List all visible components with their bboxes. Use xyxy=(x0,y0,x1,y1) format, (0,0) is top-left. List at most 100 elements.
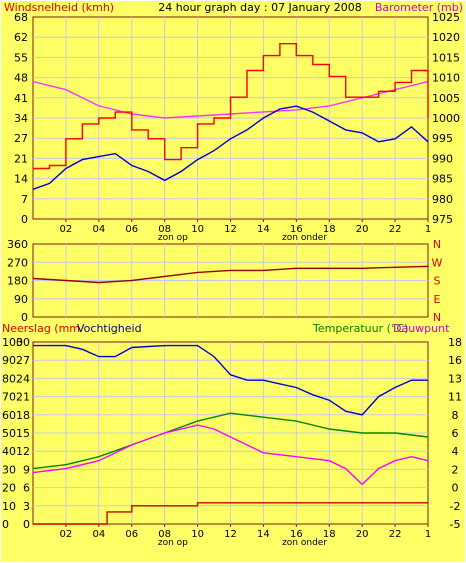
barometer-tick-label: 980 xyxy=(432,193,453,206)
wind-tick-label: 55 xyxy=(14,51,28,64)
sunset-label: zon onder xyxy=(282,538,327,548)
direction-tick-label: 180 xyxy=(7,275,28,288)
x-tick-label: 04 xyxy=(92,529,105,540)
temperature-tick-label: 8 xyxy=(452,409,459,422)
x-tick-label: 02 xyxy=(60,529,73,540)
compass-tick-label: W xyxy=(432,256,443,269)
barometer-tick-label: 1010 xyxy=(432,72,460,85)
humidity-tick-label: 10 xyxy=(2,500,16,513)
x-tick-label: 14 xyxy=(257,224,270,235)
humidity-axis-title: Vochtigheid xyxy=(77,322,142,335)
x-tick-label: 08 xyxy=(158,224,171,235)
temperature-tick-label: 18 xyxy=(448,336,462,349)
rain-tick-label: 30 xyxy=(16,336,30,349)
rain-tick-label: 0 xyxy=(23,518,30,531)
x-tick-label: 14 xyxy=(257,529,270,540)
wind-direction-line xyxy=(32,265,429,284)
wind-average-line xyxy=(32,105,429,190)
rain-axis-title: Neerslag (mm xyxy=(2,322,80,335)
rain-tick-label: 6 xyxy=(23,482,30,495)
x-tick-label: 20 xyxy=(356,224,369,235)
x-tick-label: 16 xyxy=(290,224,303,235)
temperature-tick-label: 16 xyxy=(448,354,462,367)
wind-tick-label: 62 xyxy=(14,31,28,44)
temperature-line xyxy=(32,412,429,470)
humidity-tick-label: 0 xyxy=(2,518,9,531)
x-tick-label: 06 xyxy=(125,224,138,235)
direction-tick-label: 360 xyxy=(7,238,28,251)
sunrise-label: zon op xyxy=(158,233,188,243)
x-tick-label: 12 xyxy=(224,224,237,235)
temperature-tick-label: 0 xyxy=(452,482,459,495)
x-tick-label: 10 xyxy=(191,224,204,235)
wind-gust-line xyxy=(33,43,429,170)
wind-tick-label: 34 xyxy=(14,112,28,125)
wind-tick-label: 41 xyxy=(14,92,28,105)
temperature-tick-label: 2 xyxy=(452,463,459,476)
sunset-label: zon onder xyxy=(282,233,327,243)
x-tick-label: 02 xyxy=(60,224,73,235)
direction-tick-label: 0 xyxy=(21,311,28,324)
humidity-tick-label: 30 xyxy=(2,463,16,476)
rain-tick-label: 24 xyxy=(16,372,30,385)
humidity-tick-label: 70 xyxy=(2,391,16,404)
wind-tick-label: 48 xyxy=(14,72,28,85)
rain-line xyxy=(33,502,428,525)
compass-tick-label: N xyxy=(433,311,441,324)
x-tick-label: 04 xyxy=(92,224,105,235)
barometer-tick-label: 1005 xyxy=(432,92,460,105)
wind-tick-label: 14 xyxy=(14,173,28,186)
x-tick-label: 08 xyxy=(158,529,171,540)
barometer-tick-label: 1020 xyxy=(432,31,460,44)
wind-tick-label: 7 xyxy=(21,193,28,206)
humidity-tick-label: 60 xyxy=(2,409,16,422)
compass-tick-label: E xyxy=(434,293,441,306)
chart-title: 24 hour graph day : 07 January 2008 xyxy=(158,1,362,14)
temperature-tick-label: -2 xyxy=(450,500,461,513)
direction-tick-label: 90 xyxy=(14,293,28,306)
sunrise-label: zon op xyxy=(158,538,188,548)
temperature-tick-label: -5 xyxy=(450,518,461,531)
barometer-tick-label: 1015 xyxy=(432,51,460,64)
humidity-tick-label: 80 xyxy=(2,372,16,385)
temperature-tick-label: 6 xyxy=(452,427,459,440)
temperature-tick-label: 4 xyxy=(452,445,459,458)
humidity-line xyxy=(33,344,428,416)
temperature-tick-label: 11 xyxy=(448,391,462,404)
x-tick-label: 16 xyxy=(290,529,303,540)
humidity-tick-label: 100 xyxy=(2,336,23,349)
barometer-tick-label: 990 xyxy=(432,152,453,165)
dewpoint-line xyxy=(32,424,429,486)
barometer-axis-title: Barometer (mb) xyxy=(375,1,463,14)
x-tick-label: 10 xyxy=(191,529,204,540)
barometer-tick-label: 975 xyxy=(432,213,453,226)
x-tick-label: 18 xyxy=(323,224,336,235)
temperature-tick-label: 13 xyxy=(448,372,462,385)
rain-tick-label: 12 xyxy=(16,445,30,458)
direction-tick-label: 270 xyxy=(7,256,28,269)
wind-axis-title: Windsnelheid (kmh) xyxy=(4,1,114,14)
x-tick-label: 20 xyxy=(356,529,369,540)
x-tick-label: 12 xyxy=(224,529,237,540)
x-tick-label: 18 xyxy=(323,529,336,540)
humidity-tick-label: 90 xyxy=(2,354,16,367)
wind-tick-label: 21 xyxy=(14,152,28,165)
wind-tick-label: 0 xyxy=(21,213,28,226)
dewpoint-axis-title: Dauwpunt xyxy=(393,322,450,335)
barometer-tick-label: 995 xyxy=(432,132,453,145)
x-tick-label: 22 xyxy=(389,224,402,235)
rain-tick-label: 9 xyxy=(23,463,30,476)
temperature-axis-title: Temperatuur (°C) xyxy=(312,322,408,335)
humidity-tick-label: 40 xyxy=(2,445,16,458)
compass-tick-label: S xyxy=(434,275,441,288)
wind-tick-label: 27 xyxy=(14,132,28,145)
rain-tick-label: 15 xyxy=(16,427,30,440)
rain-tick-label: 18 xyxy=(16,409,30,422)
wind-tick-label: 68 xyxy=(14,11,28,24)
x-tick-label: 1 xyxy=(425,224,431,235)
humidity-tick-label: 20 xyxy=(2,482,16,495)
x-tick-label: 22 xyxy=(389,529,402,540)
rain-tick-label: 3 xyxy=(23,500,30,513)
